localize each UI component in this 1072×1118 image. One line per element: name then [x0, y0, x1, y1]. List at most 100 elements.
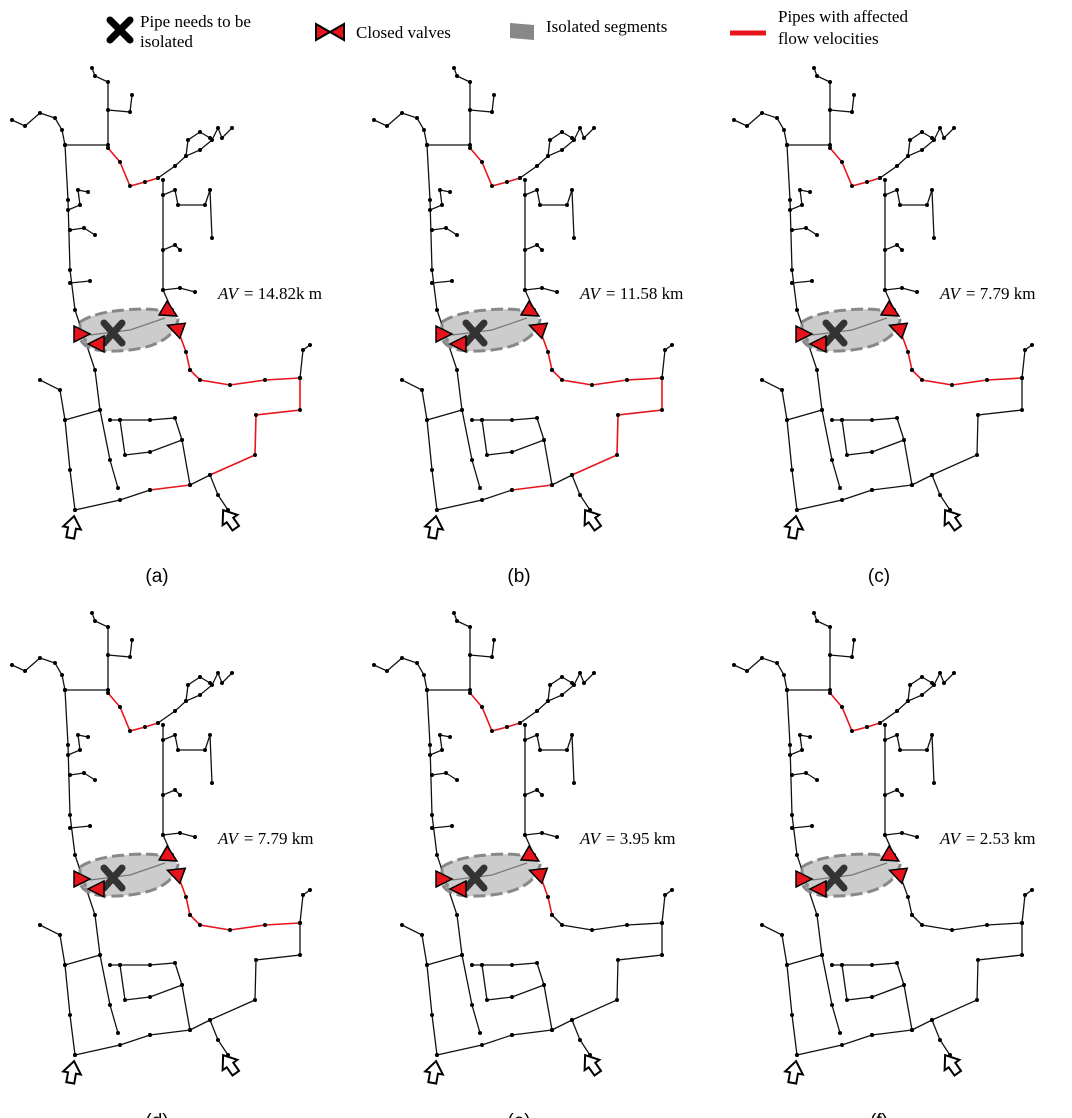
pipe [401, 924, 438, 1056]
pipe [551, 474, 573, 486]
node [216, 671, 220, 675]
node [660, 921, 664, 925]
node [815, 778, 819, 782]
isolated-pipe [811, 862, 888, 881]
affected-pipe [189, 369, 301, 386]
pipe [39, 924, 76, 1056]
node [790, 773, 794, 777]
av-value: = 11.58 km [606, 284, 683, 303]
node [123, 998, 127, 1002]
node [161, 248, 165, 252]
node [828, 691, 832, 695]
pipe [426, 409, 463, 421]
node [938, 671, 942, 675]
pipe [911, 914, 1023, 931]
node [180, 983, 184, 987]
node [485, 998, 489, 1002]
node [538, 203, 542, 207]
node [538, 748, 542, 752]
node [883, 193, 887, 197]
node [128, 110, 132, 114]
node [570, 136, 574, 140]
node [788, 208, 792, 212]
node [106, 653, 110, 657]
source-arrow [943, 508, 963, 532]
node [435, 508, 439, 512]
pipe-to-isolate [100, 864, 126, 892]
node [208, 681, 212, 685]
node [38, 656, 42, 660]
node [590, 928, 594, 932]
node [790, 268, 794, 272]
node [415, 116, 419, 120]
node [450, 279, 454, 283]
node [523, 193, 527, 197]
node [523, 738, 527, 742]
pipe [373, 657, 428, 691]
node [560, 130, 564, 134]
node [82, 771, 86, 775]
node [263, 378, 267, 382]
node [895, 788, 899, 792]
node [930, 136, 934, 140]
node [400, 111, 404, 115]
node [592, 126, 596, 130]
node [870, 488, 874, 492]
node [908, 138, 912, 142]
network-panel: AV= 3.95 km (e) [372, 611, 675, 1118]
node [90, 66, 94, 70]
pipe [931, 378, 1023, 476]
node [660, 408, 664, 412]
node [950, 383, 954, 387]
node [58, 933, 62, 937]
node [883, 833, 887, 837]
node [372, 118, 376, 122]
node [68, 813, 72, 817]
node [428, 208, 432, 212]
node [450, 824, 454, 828]
pipe [65, 67, 109, 146]
pipe [69, 825, 91, 829]
node [106, 143, 110, 147]
node [920, 378, 924, 382]
pipe [482, 417, 545, 441]
node [66, 198, 70, 202]
node [478, 486, 482, 490]
node [38, 923, 42, 927]
pipe [911, 474, 933, 486]
node [840, 418, 844, 422]
node [68, 468, 72, 472]
closed-valve [795, 869, 814, 889]
source-arrow [422, 1059, 445, 1085]
node [930, 1018, 934, 1022]
node [63, 418, 67, 422]
node [572, 236, 576, 240]
node [430, 468, 434, 472]
node [895, 188, 899, 192]
node [560, 148, 564, 152]
pipe [107, 639, 133, 658]
closed-valve [795, 324, 814, 344]
node [878, 176, 882, 180]
affected-pipe [107, 692, 159, 732]
closed-valve [157, 844, 179, 862]
node [578, 1038, 582, 1042]
node [790, 228, 794, 232]
pipe [209, 474, 229, 511]
pipe [524, 189, 575, 239]
node [422, 128, 426, 132]
pipe [69, 280, 91, 284]
node [535, 243, 539, 247]
node [480, 498, 484, 502]
node [73, 308, 77, 312]
pipe [571, 1019, 591, 1056]
node [838, 1031, 842, 1035]
node [550, 913, 554, 917]
pipe [524, 789, 543, 796]
node [298, 376, 302, 380]
node [176, 748, 180, 752]
node [161, 738, 165, 742]
node [198, 693, 202, 697]
node [828, 146, 832, 150]
closed-valve [86, 879, 105, 899]
